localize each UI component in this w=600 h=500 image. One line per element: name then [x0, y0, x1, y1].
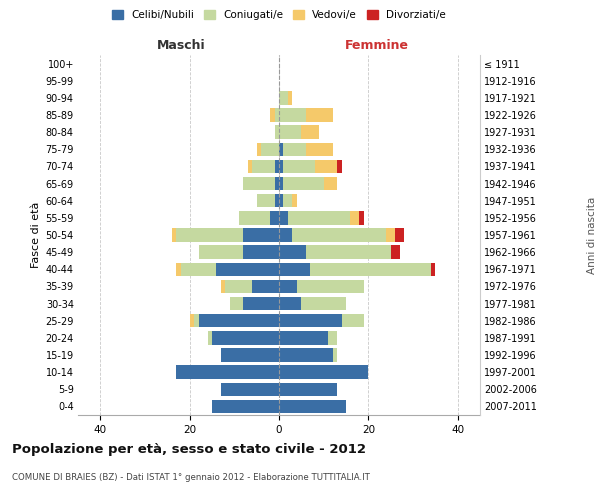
Bar	[283, 160, 315, 173]
Bar	[279, 211, 288, 224]
Bar	[279, 297, 301, 310]
Bar	[279, 382, 337, 396]
Bar	[283, 142, 306, 156]
Bar	[221, 280, 226, 293]
Bar	[226, 280, 252, 293]
Bar	[310, 262, 431, 276]
Bar	[279, 280, 297, 293]
Text: COMUNE DI BRAIES (BZ) - Dati ISTAT 1° gennaio 2012 - Elaborazione TUTTITALIA.IT: COMUNE DI BRAIES (BZ) - Dati ISTAT 1° ge…	[12, 472, 370, 482]
Bar	[261, 142, 279, 156]
Bar	[306, 246, 391, 259]
Bar	[279, 366, 368, 379]
Bar	[279, 91, 288, 104]
Bar	[323, 177, 337, 190]
Bar	[279, 126, 301, 139]
Bar	[292, 194, 297, 207]
Bar	[199, 246, 243, 259]
Bar	[292, 228, 386, 241]
Bar	[252, 280, 279, 293]
Bar	[301, 126, 319, 139]
Bar	[212, 331, 279, 344]
Bar	[279, 262, 310, 276]
Bar	[208, 331, 212, 344]
Bar	[279, 108, 306, 122]
Bar	[391, 246, 400, 259]
Bar	[386, 228, 395, 241]
Bar	[279, 177, 283, 190]
Bar	[279, 228, 292, 241]
Bar	[239, 211, 270, 224]
Bar	[230, 297, 243, 310]
Bar	[279, 314, 341, 328]
Bar	[270, 108, 275, 122]
Bar	[332, 348, 337, 362]
Bar	[275, 194, 279, 207]
Bar	[283, 177, 323, 190]
Bar	[328, 331, 337, 344]
Bar	[283, 194, 292, 207]
Bar	[243, 228, 279, 241]
Bar	[288, 211, 350, 224]
Bar	[279, 400, 346, 413]
Bar	[350, 211, 359, 224]
Bar	[341, 314, 364, 328]
Bar	[279, 194, 283, 207]
Bar	[270, 211, 279, 224]
Bar	[359, 211, 364, 224]
Bar	[257, 194, 275, 207]
Bar	[176, 366, 279, 379]
Bar	[306, 108, 332, 122]
Bar	[181, 262, 217, 276]
Bar	[212, 400, 279, 413]
Legend: Celibi/Nubili, Coniugati/e, Vedovi/e, Divorziati/e: Celibi/Nubili, Coniugati/e, Vedovi/e, Di…	[112, 10, 446, 20]
Bar	[243, 297, 279, 310]
Bar	[172, 228, 176, 241]
Bar	[248, 160, 252, 173]
Text: Femmine: Femmine	[345, 40, 409, 52]
Bar	[275, 126, 279, 139]
Bar	[279, 348, 332, 362]
Bar	[217, 262, 279, 276]
Bar	[306, 142, 332, 156]
Bar	[221, 382, 279, 396]
Text: Anni di nascita: Anni di nascita	[587, 196, 597, 274]
Bar	[275, 108, 279, 122]
Bar	[279, 160, 283, 173]
Bar	[176, 262, 181, 276]
Bar	[275, 177, 279, 190]
Bar	[194, 314, 199, 328]
Bar	[176, 228, 243, 241]
Bar	[252, 160, 275, 173]
Bar	[315, 160, 337, 173]
Bar	[431, 262, 436, 276]
Bar	[279, 246, 306, 259]
Bar	[257, 142, 261, 156]
Bar	[301, 297, 346, 310]
Y-axis label: Fasce di età: Fasce di età	[31, 202, 41, 268]
Text: Popolazione per età, sesso e stato civile - 2012: Popolazione per età, sesso e stato civil…	[12, 442, 366, 456]
Bar	[243, 177, 275, 190]
Bar	[337, 160, 341, 173]
Bar	[395, 228, 404, 241]
Bar	[279, 142, 283, 156]
Bar	[275, 160, 279, 173]
Bar	[199, 314, 279, 328]
Bar	[190, 314, 194, 328]
Bar	[279, 331, 328, 344]
Text: Maschi: Maschi	[157, 40, 205, 52]
Bar	[297, 280, 364, 293]
Bar	[221, 348, 279, 362]
Bar	[243, 246, 279, 259]
Bar	[288, 91, 292, 104]
